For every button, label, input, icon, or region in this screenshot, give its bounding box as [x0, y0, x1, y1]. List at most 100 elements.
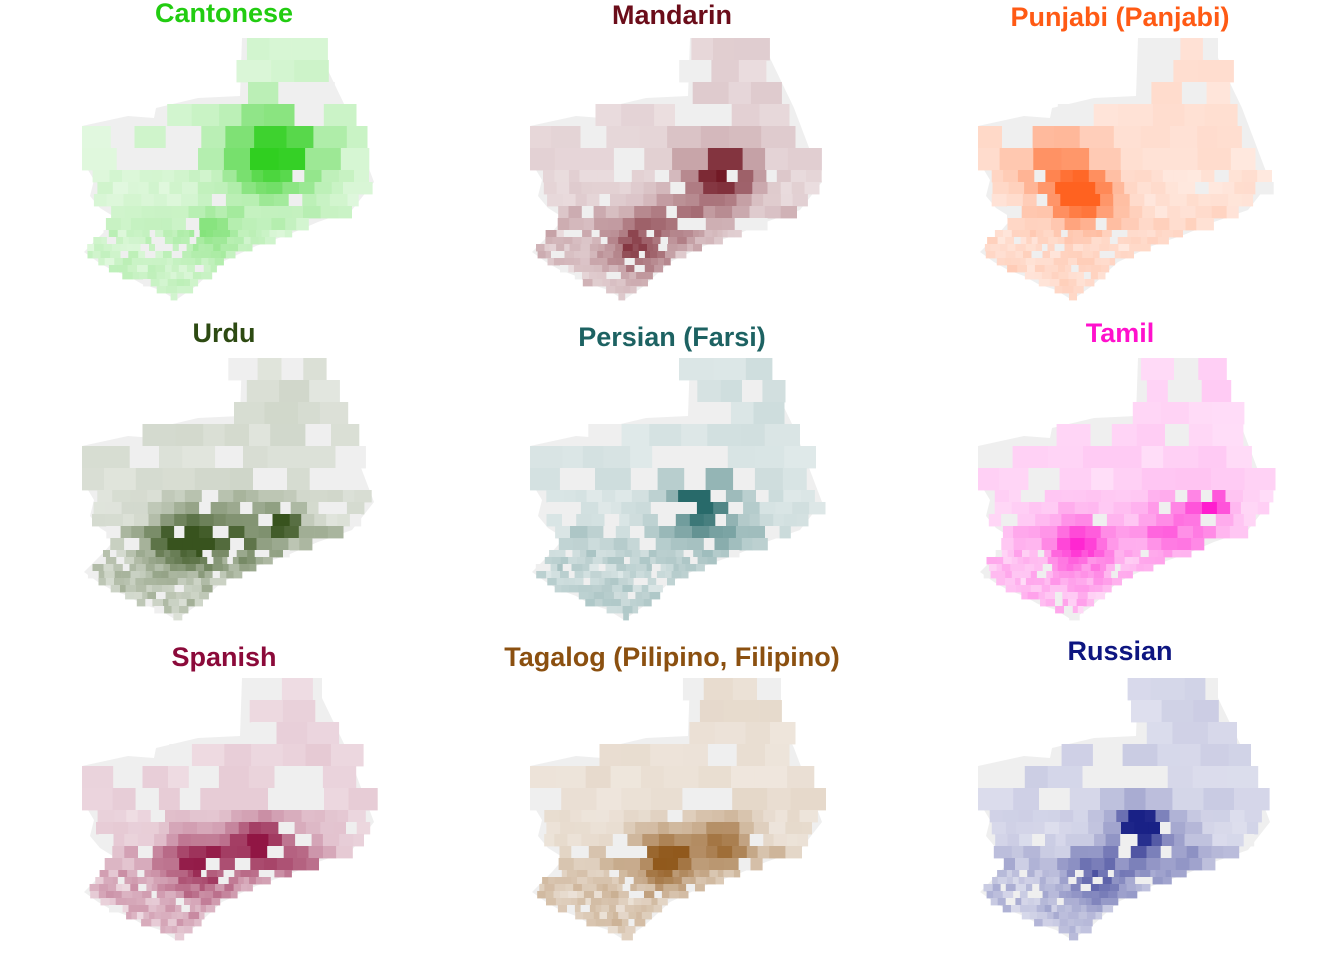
census-tract [186, 514, 200, 527]
census-tract [1054, 244, 1065, 252]
census-tract [1004, 258, 1012, 266]
census-tract [705, 237, 715, 245]
census-tract [655, 538, 672, 551]
census-tract [1093, 104, 1119, 127]
census-tract [1020, 258, 1026, 266]
census-tract [233, 571, 243, 579]
census-tract [554, 148, 586, 171]
census-tract [1126, 571, 1133, 579]
census-tract [186, 578, 194, 586]
census-tract [1129, 244, 1141, 252]
census-tract [1057, 557, 1069, 565]
census-tract [572, 538, 589, 551]
census-tract [264, 870, 275, 878]
census-tract [340, 148, 370, 171]
choropleth-map [978, 678, 1270, 941]
census-tract [653, 905, 663, 913]
census-tract [731, 104, 760, 127]
census-tract [1069, 933, 1079, 941]
census-tract [222, 564, 229, 572]
census-tract [97, 490, 113, 503]
census-tract [622, 884, 631, 892]
census-tract [110, 550, 117, 558]
census-tract [1226, 446, 1252, 469]
census-tract [573, 258, 581, 266]
census-tract [82, 148, 118, 171]
census-tract [142, 424, 176, 447]
census-tract [648, 585, 658, 593]
census-tract [638, 244, 648, 252]
census-tract [147, 502, 162, 515]
census-tract [1048, 237, 1058, 245]
census-tract [736, 744, 766, 767]
census-tract [582, 564, 590, 572]
census-tract [579, 251, 591, 259]
census-tract [1007, 206, 1023, 219]
census-tract [1076, 279, 1086, 287]
census-tract [206, 870, 218, 878]
census-tract [1076, 578, 1088, 586]
census-tract [627, 834, 643, 847]
census-tract [552, 237, 559, 245]
census-tract [1059, 822, 1072, 835]
census-tract [1005, 898, 1016, 906]
census-tract [113, 891, 123, 899]
census-tract [224, 884, 234, 892]
census-tract [246, 38, 270, 61]
census-tract [739, 822, 755, 835]
census-tract [574, 272, 583, 280]
census-tract [681, 877, 691, 885]
census-tract [558, 858, 575, 871]
census-tract [237, 230, 250, 238]
census-tract [610, 502, 622, 515]
census-tract [247, 834, 258, 847]
census-tract [1071, 182, 1084, 195]
census-tract [714, 722, 746, 745]
census-tract [560, 571, 570, 579]
census-tract [1157, 237, 1169, 245]
census-tract [1195, 206, 1213, 219]
census-tract [1105, 557, 1115, 565]
census-tract [569, 578, 576, 586]
census-tract [126, 550, 137, 558]
census-tract [1017, 265, 1028, 273]
census-tract [1151, 82, 1183, 105]
census-tract [1119, 870, 1126, 878]
census-tract [1244, 810, 1262, 823]
census-tract [609, 905, 617, 913]
census-tract [597, 170, 615, 183]
census-tract [618, 265, 627, 273]
census-tract [187, 870, 194, 878]
census-tract [120, 251, 129, 259]
census-tract [1127, 251, 1134, 259]
census-tract [611, 571, 619, 579]
census-tract [1202, 858, 1216, 871]
census-tract [616, 279, 626, 287]
census-tract [1057, 237, 1065, 245]
census-tract [1113, 468, 1143, 491]
census-tract [249, 700, 284, 723]
census-tract [1017, 557, 1024, 565]
choropleth-map [82, 358, 374, 621]
census-tract [195, 564, 205, 572]
census-tract [131, 526, 145, 539]
census-tract [169, 182, 183, 195]
census-tract [617, 884, 623, 892]
census-tract [1259, 490, 1274, 503]
census-tract [621, 788, 652, 811]
census-tract [1047, 244, 1055, 252]
census-tract [1183, 514, 1201, 527]
census-tract [218, 490, 234, 503]
census-tract [699, 194, 715, 207]
census-tract [1106, 514, 1125, 527]
census-tract [165, 592, 177, 600]
census-tract [1171, 870, 1181, 878]
census-tract [1074, 571, 1081, 579]
census-tract [143, 578, 151, 586]
census-tract [1013, 788, 1040, 811]
census-tract [1001, 550, 1008, 558]
census-tract [586, 490, 603, 503]
census-tract [258, 526, 272, 539]
census-tract [108, 265, 118, 273]
census-tract [991, 194, 1007, 207]
